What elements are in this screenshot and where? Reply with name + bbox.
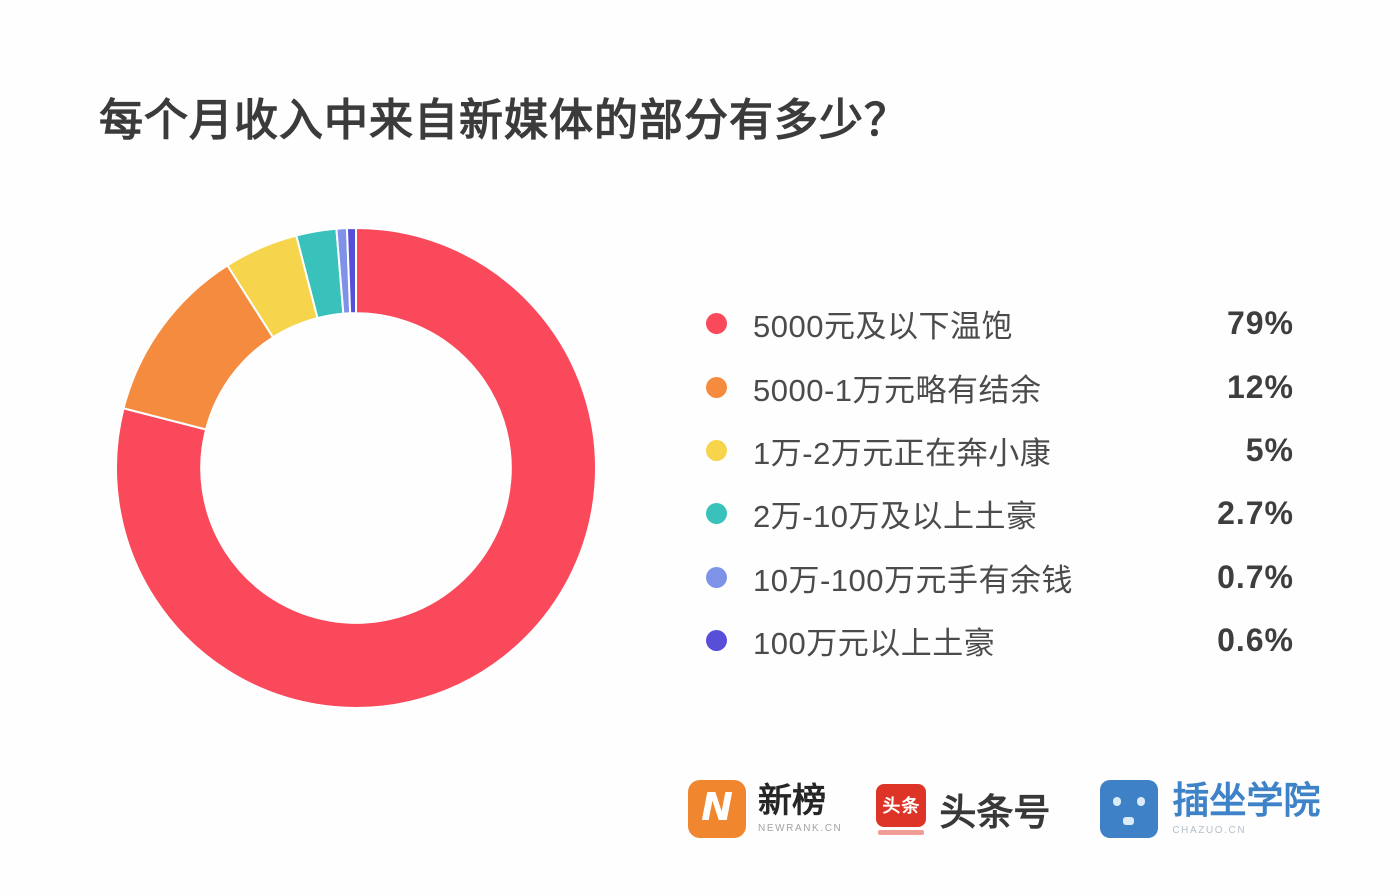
legend-label: 2万-10万及以上土豪 [753, 499, 1038, 535]
chart-legend: 5000元及以下温饱 79% 5000-1万元略有结余 12% 1万-2万元正在… [706, 292, 1294, 672]
legend-item: 1万-2万元正在奔小康 5% [706, 419, 1294, 482]
legend-value: 5% [1245, 431, 1294, 468]
chazuo-face-icon [1100, 780, 1159, 838]
legend-value: 2.7% [1217, 495, 1294, 532]
newrank-name: 新榜 [758, 781, 826, 820]
legend-item: 5000-1万元略有结余 12% [706, 355, 1294, 418]
page-title: 每个月收入中来自新媒体的部分有多少？ [99, 96, 909, 145]
legend-item: 5000元及以下温饱 79% [706, 292, 1294, 355]
chazuo-logo: 插坐学院 CHAZUO.CN [1100, 780, 1320, 838]
toutiao-red-square-icon: 头条 [876, 783, 927, 827]
legend-color-dot [706, 503, 727, 525]
donut-chart [114, 226, 598, 710]
legend-color-dot [706, 566, 727, 588]
legend-value: 79% [1226, 305, 1294, 342]
legend-value: 12% [1226, 368, 1294, 405]
newrank-n-glyph: N [701, 785, 733, 829]
newrank-n-bolt-icon: N [688, 780, 746, 838]
toutiao-name: 头条号 [939, 792, 1051, 833]
footer-logos: N 新榜 NEWRANK.CN 头条 头条号 插坐学院 [688, 770, 1320, 848]
newrank-subtitle: NEWRANK.CN [758, 823, 843, 835]
donut-chart-svg [115, 226, 597, 709]
chazuo-subtitle: CHAZUO.CN [1172, 824, 1247, 836]
legend-item: 100万元以上土豪 0.6% [706, 609, 1294, 672]
legend-color-dot [706, 630, 727, 652]
newrank-text: 新榜 NEWRANK.CN [758, 781, 843, 835]
chazuo-mouth [1123, 817, 1135, 825]
legend-label: 10万-100万元手有余钱 [753, 562, 1074, 598]
legend-item: 2万-10万及以上土豪 2.7% [706, 482, 1294, 545]
chazuo-text: 插坐学院 CHAZUO.CN [1172, 780, 1321, 836]
legend-label: 5000元及以下温饱 [753, 309, 1013, 345]
toutiao-icon-label: 头条 [882, 796, 921, 816]
newrank-logo: N 新榜 NEWRANK.CN [688, 780, 842, 838]
toutiao-logo: 头条 头条号 [876, 782, 1050, 836]
toutiao-icon-column: 头条 [876, 783, 927, 835]
donut-slice [345, 226, 357, 315]
chazuo-left-eye [1113, 797, 1122, 806]
donut-slice [115, 226, 597, 709]
legend-value: 0.6% [1217, 622, 1294, 659]
legend-label: 5000-1万元略有结余 [753, 372, 1042, 408]
legend-item: 10万-100万元手有余钱 0.7% [706, 546, 1294, 609]
legend-value: 0.7% [1217, 558, 1294, 595]
legend-label: 1万-2万元正在奔小康 [753, 435, 1052, 471]
legend-color-dot [706, 376, 727, 398]
legend-color-dot [706, 439, 727, 461]
legend-color-dot [706, 313, 727, 335]
legend-label: 100万元以上土豪 [753, 626, 996, 662]
chazuo-right-eye [1137, 797, 1146, 806]
chazuo-name: 插坐学院 [1172, 780, 1321, 822]
toutiao-small-text-smudge [878, 829, 925, 835]
